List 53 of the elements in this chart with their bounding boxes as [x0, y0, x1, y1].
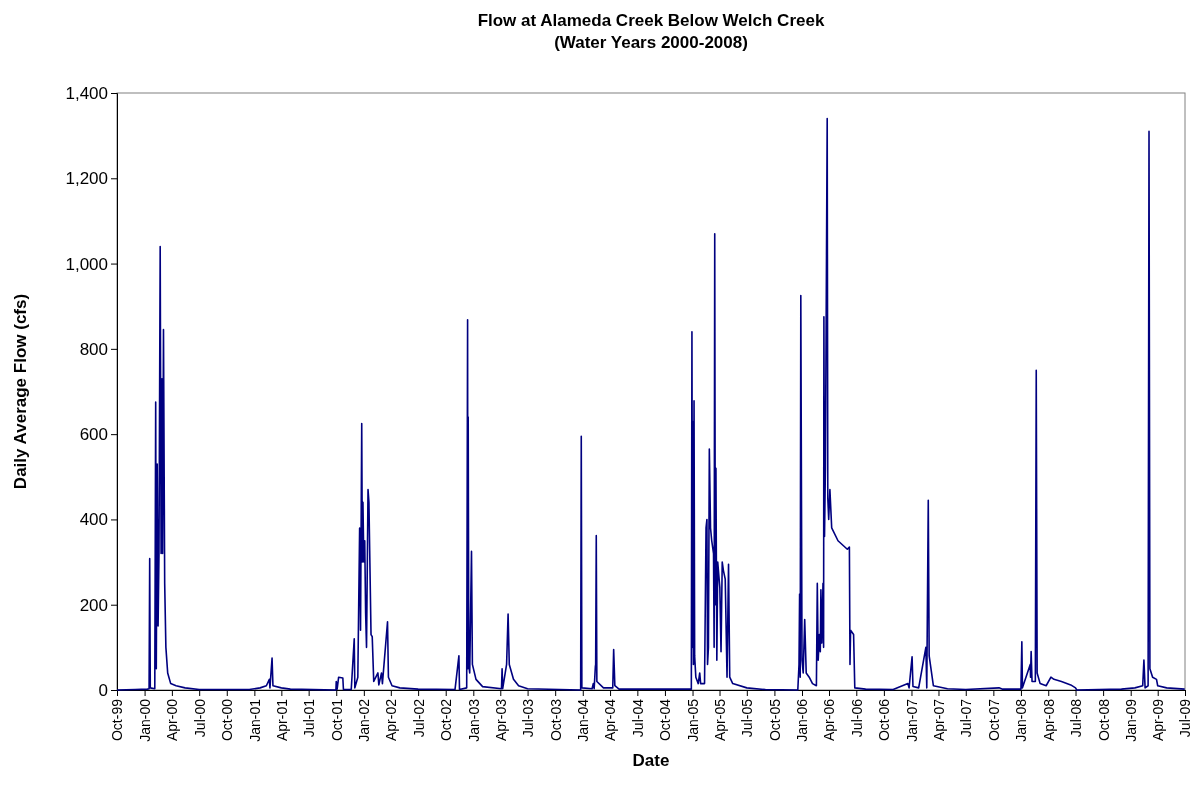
x-tick-label: Jul-00	[191, 698, 208, 738]
y-tick-label: 200	[79, 595, 108, 615]
chart-subtitle: (Water Years 2000-2008)	[554, 33, 748, 52]
x-tick-label: Jan-02	[356, 698, 373, 742]
x-tick-label: Jul-05	[739, 698, 756, 738]
x-tick-label: Oct-05	[766, 698, 783, 742]
x-tick-label: Oct-00	[219, 698, 236, 742]
x-tick-label: Jul-01	[301, 698, 318, 738]
x-tick-label: Apr-07	[930, 698, 947, 742]
line-series	[116, 117, 1186, 691]
x-tick-label: Apr-08	[1040, 698, 1057, 742]
y-tick-label: 1,200	[65, 169, 108, 189]
x-tick-label: Jul-03	[519, 698, 536, 738]
x-tick-label: Oct-06	[876, 698, 893, 742]
x-tick-label: Jan-03	[465, 698, 482, 742]
x-tick-label: Apr-06	[821, 698, 838, 742]
x-tick-label: Jul-07	[958, 698, 975, 738]
x-tick-label: Jul-08	[1067, 698, 1084, 738]
x-tick-label: Jan-01	[246, 698, 263, 742]
x-tick-label: Apr-09	[1150, 698, 1167, 742]
x-tick-label: Oct-07	[985, 698, 1002, 742]
y-tick-label: 400	[79, 510, 108, 530]
x-tick-label: Oct-03	[547, 698, 564, 742]
x-tick-label: Jan-09	[1123, 698, 1140, 742]
x-tick-label: Jan-06	[794, 698, 811, 742]
x-tick-label: Jan-00	[136, 698, 153, 742]
x-tick-label: Oct-04	[657, 698, 674, 742]
x-tick-label: Oct-99	[109, 698, 126, 742]
x-tick-label: Oct-01	[328, 698, 345, 742]
x-tick-label: Jul-06	[848, 698, 865, 738]
x-tick-label: Oct-08	[1095, 698, 1112, 742]
x-tick-label: Jul-09	[1177, 698, 1194, 738]
x-tick-label: Oct-02	[438, 698, 455, 742]
x-tick-label: Apr-00	[164, 698, 181, 742]
x-tick-label: Jul-04	[629, 698, 646, 738]
y-tick-label: 0	[98, 680, 108, 700]
x-tick-label: Apr-03	[492, 698, 509, 742]
x-tick-label: Jan-08	[1013, 698, 1030, 742]
x-tick-label: Jul-02	[410, 698, 427, 738]
x-tick-label: Jan-07	[903, 698, 920, 742]
x-tick-label: Apr-02	[383, 698, 400, 742]
x-tick-label: Apr-04	[602, 698, 619, 742]
x-tick-label: Apr-01	[273, 698, 290, 742]
x-axis-title: Date	[632, 751, 670, 770]
y-tick-label: 800	[79, 339, 108, 359]
y-tick-label: 1,000	[65, 254, 108, 274]
chart-title: Flow at Alameda Creek Below Welch Creek	[477, 11, 825, 30]
y-tick-label: 600	[79, 425, 108, 445]
y-tick-label: 1,400	[65, 83, 108, 103]
x-tick-label: Jan-05	[684, 698, 701, 742]
x-tick-label: Apr-05	[711, 698, 728, 742]
y-axis-title: Daily Average Flow (cfs)	[11, 293, 30, 490]
x-tick-label: Jan-04	[575, 698, 592, 742]
